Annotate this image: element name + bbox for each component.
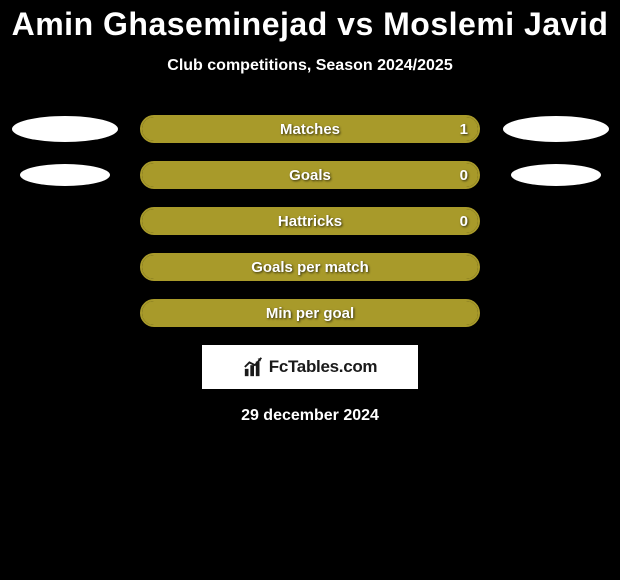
logo-badge: FcTables.com — [202, 345, 418, 389]
stat-label: Goals — [142, 163, 478, 187]
ellipse-icon — [12, 116, 118, 142]
left-indicator — [7, 253, 122, 281]
right-indicator — [498, 115, 613, 143]
date-text: 29 december 2024 — [0, 407, 620, 425]
right-indicator — [498, 161, 613, 189]
page-title: Amin Ghaseminejad vs Moslemi Javid — [0, 6, 620, 43]
right-indicator — [498, 207, 613, 235]
stat-row: Matches1 — [0, 115, 620, 143]
stat-bar: Min per goal — [140, 299, 480, 327]
logo-text: FcTables.com — [269, 357, 378, 377]
stat-bar: Goals per match — [140, 253, 480, 281]
ellipse-icon — [503, 116, 609, 142]
stat-bar: Hattricks0 — [140, 207, 480, 235]
stat-value: 1 — [460, 117, 468, 141]
stat-value: 0 — [460, 209, 468, 233]
stat-rows: Matches1Goals0Hattricks0Goals per matchM… — [0, 115, 620, 327]
stat-row: Min per goal — [0, 299, 620, 327]
stat-row: Goals0 — [0, 161, 620, 189]
right-indicator — [498, 253, 613, 281]
left-indicator — [7, 299, 122, 327]
stat-value: 0 — [460, 163, 468, 187]
left-indicator — [7, 207, 122, 235]
stat-label: Hattricks — [142, 209, 478, 233]
right-indicator — [498, 299, 613, 327]
stat-label: Min per goal — [142, 301, 478, 325]
stat-label: Matches — [142, 117, 478, 141]
left-indicator — [7, 115, 122, 143]
stat-label: Goals per match — [142, 255, 478, 279]
stat-row: Goals per match — [0, 253, 620, 281]
stat-row: Hattricks0 — [0, 207, 620, 235]
chart-icon — [243, 356, 265, 378]
ellipse-icon — [20, 164, 110, 186]
infographic-container: Amin Ghaseminejad vs Moslemi Javid Club … — [0, 0, 620, 425]
ellipse-icon — [511, 164, 601, 186]
subtitle: Club competitions, Season 2024/2025 — [0, 57, 620, 75]
stat-bar: Goals0 — [140, 161, 480, 189]
left-indicator — [7, 161, 122, 189]
stat-bar: Matches1 — [140, 115, 480, 143]
